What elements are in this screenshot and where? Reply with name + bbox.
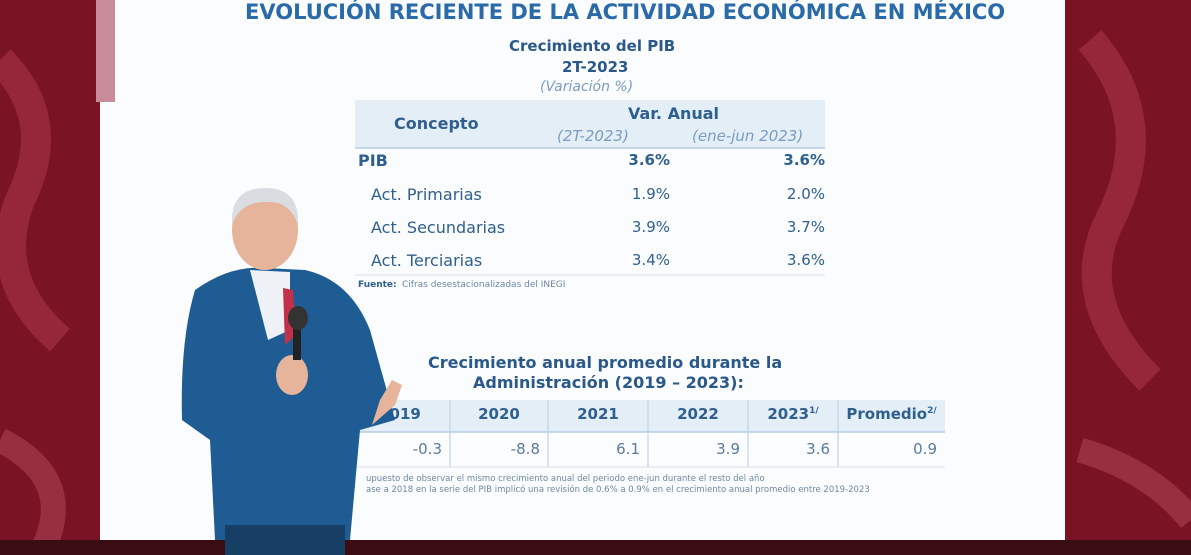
cell: 1.9% bbox=[631, 185, 670, 203]
cell: -0.3 bbox=[412, 440, 442, 458]
cell: 3.6 bbox=[806, 440, 830, 458]
table-period: 2T-2023 bbox=[562, 58, 629, 76]
column-header: 2022 bbox=[677, 405, 719, 423]
cell: -8.8 bbox=[510, 440, 540, 458]
row-label: Act. Terciarias bbox=[371, 251, 483, 270]
table-title: Crecimiento del PIB bbox=[509, 37, 676, 55]
table-title: Crecimiento anual promedio durante la bbox=[428, 353, 783, 372]
footnote-marker: 1/ bbox=[809, 406, 819, 416]
column-header: 2021 bbox=[577, 405, 619, 423]
cell: 3.4% bbox=[631, 251, 670, 269]
row-label: PIB bbox=[358, 151, 388, 170]
table-unit: (Variación %) bbox=[540, 79, 634, 95]
column-header: Concepto bbox=[394, 114, 479, 133]
row-label: Act. Primarias bbox=[371, 185, 482, 204]
title: EVOLUCIÓN RECIENTE DE LA ACTIVIDAD ECONÓ… bbox=[245, 0, 1006, 24]
column-header: Promedio2/ bbox=[846, 405, 937, 423]
footnote: upuesto de observar el mismo crecimiento… bbox=[366, 474, 765, 484]
cell: 3.6% bbox=[786, 251, 825, 269]
row-label: Act. Secundarias bbox=[371, 218, 506, 237]
cell: 3.9 bbox=[716, 440, 740, 458]
column-header: 2020 bbox=[478, 405, 520, 423]
column-header: 20231/ bbox=[767, 405, 819, 423]
footnote-marker: 2/ bbox=[927, 406, 937, 416]
footnote: ase a 2018 en la serie del PIB implicó u… bbox=[366, 485, 870, 495]
cell: 6.1 bbox=[616, 440, 640, 458]
cell: 3.6% bbox=[783, 151, 825, 169]
source-label: Fuente: bbox=[358, 280, 397, 290]
column-header: (2T-2023) bbox=[557, 127, 629, 145]
table-title: Administración (2019 – 2023): bbox=[473, 373, 744, 392]
column-header: Var. Anual bbox=[628, 104, 720, 123]
cell: 2.0% bbox=[786, 185, 825, 203]
cell: 3.9% bbox=[631, 218, 670, 236]
cell: 3.7% bbox=[786, 218, 825, 236]
cell: 0.9 bbox=[913, 440, 937, 458]
column-header: (ene-jun 2023) bbox=[692, 127, 804, 145]
cell: 3.6% bbox=[628, 151, 670, 169]
source: Cifras desestacionalizadas del INEGI bbox=[402, 280, 566, 290]
